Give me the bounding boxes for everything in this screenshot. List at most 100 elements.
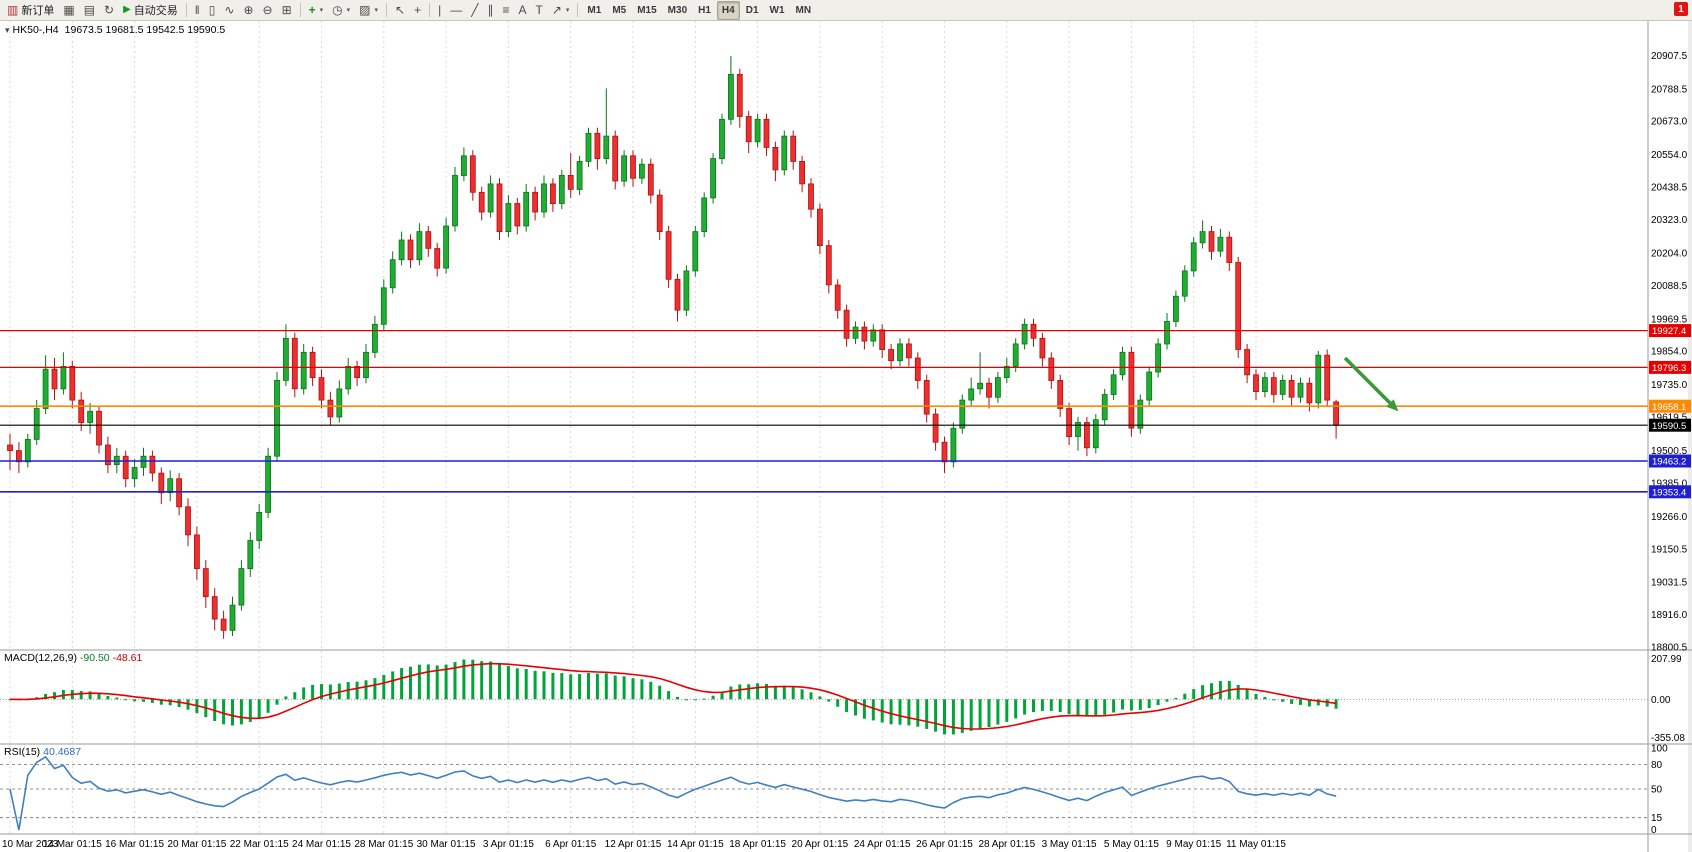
autotrading-label: 自动交易 — [133, 5, 178, 17]
toolbar-separator — [429, 3, 431, 17]
indicators-button[interactable]: + ▾ — [305, 1, 328, 20]
macd-axis-min: -355.08 — [1651, 733, 1685, 744]
zoom-in-button[interactable]: ⊕ — [239, 1, 257, 20]
arrows-tool-button[interactable]: ↗ ▾ — [548, 1, 574, 20]
vertical-line-tool-button[interactable]: | — [434, 1, 445, 20]
vertical-line-icon: | — [438, 3, 442, 17]
ohlc-text: 19673.5 19681.5 19542.5 19590.5 — [64, 24, 226, 36]
svg-text:19927.4: 19927.4 — [1652, 326, 1686, 337]
timeframe-button-m30[interactable]: M30 — [667, 4, 688, 16]
time-axis-label: 14 Mar 01:15 — [43, 839, 102, 850]
chevron-down-icon: ▾ — [565, 7, 570, 14]
text-icon: A — [518, 3, 527, 17]
rsi-plot[interactable] — [0, 755, 1648, 831]
toolbar-separator — [185, 3, 187, 17]
svg-text:19590.5: 19590.5 — [1652, 421, 1686, 432]
price-badge: 19590.5 — [1649, 418, 1691, 432]
timeframe-button-mn[interactable]: MN — [795, 4, 812, 16]
autotrading-button[interactable]: ▶ 自动交易 — [119, 1, 182, 20]
refresh-icon: ↻ — [104, 3, 115, 17]
notification-badge[interactable]: 1 — [1674, 2, 1688, 16]
macd-plot[interactable] — [0, 659, 1648, 735]
time-axis-label: 9 May 01:15 — [1166, 839, 1221, 850]
price-tick-label: 20554.0 — [1651, 150, 1688, 161]
window-scrollbar[interactable] — [1688, 21, 1692, 852]
horizontal-line-tool-button[interactable]: — — [446, 1, 466, 20]
macd-axis-zero: 0.00 — [1651, 695, 1671, 706]
toolbar-separator — [386, 3, 388, 17]
timeframe-button-h1[interactable]: H1 — [698, 4, 711, 16]
chart-canvas[interactable]: 20907.5 20788.5 20673.0 20554.0 20438.5 20323… — [0, 21, 1692, 852]
price-badge: 19353.4 — [1649, 485, 1691, 498]
timeframe-button-m5[interactable]: M5 — [612, 4, 627, 16]
new-order-button[interactable]: ▥ 新订单 — [3, 1, 58, 20]
timeframe-button-m15[interactable]: M15 — [637, 4, 657, 16]
svg-text:19796.3: 19796.3 — [1652, 363, 1686, 374]
price-tick-label: 18800.5 — [1651, 643, 1688, 654]
timeframe-button-d1[interactable]: D1 — [745, 4, 759, 16]
macd-main-value: -90.50 — [79, 652, 110, 664]
price-tick-label: 19266.0 — [1651, 512, 1688, 523]
price-tick-label: 19619.5 — [1651, 413, 1688, 424]
tile-windows-button[interactable]: ⊞ — [278, 1, 296, 20]
time-axis-label: 3 Apr 01:15 — [483, 839, 535, 850]
macd-indicator-label: MACD(12,26,9) -90.50 -48.61 — [4, 652, 142, 664]
price-axis-column[interactable] — [1648, 21, 1692, 852]
line-chart-icon: ∿ — [224, 3, 235, 17]
oneclick-collapse-icon[interactable]: ▾ — [5, 25, 10, 35]
timeframe-button-m1[interactable]: M1 — [587, 4, 602, 16]
zoom-out-button[interactable]: ⊖ — [259, 1, 277, 20]
charts-layout-button[interactable]: ▦ — [59, 1, 78, 20]
channel-tool-button[interactable]: ∥ — [483, 1, 497, 20]
arrow-annotation[interactable] — [1343, 356, 1399, 412]
label-tool-button[interactable]: T — [531, 1, 546, 20]
crosshair-button[interactable]: + — [410, 1, 425, 20]
chevron-down-icon: ▾ — [374, 7, 379, 14]
profiles-button[interactable]: ▤ — [80, 1, 99, 20]
candlestick-icon: ▯ — [208, 3, 216, 17]
chart-symbol-label: ▾ HK50-,H4 19673.5 19681.5 19542.5 19590.5 — [5, 24, 225, 36]
time-axis-label: 24 Apr 01:15 — [854, 839, 911, 850]
timeframe-button-h4[interactable]: H4 — [716, 0, 740, 20]
periods-clock-icon: ◷ — [332, 3, 343, 17]
chart-window[interactable]: 20907.5 20788.5 20673.0 20554.0 20438.5 20323… — [0, 21, 1692, 852]
price-tick-label: 20204.0 — [1651, 248, 1688, 259]
time-axis-label: 30 Mar 01:15 — [417, 839, 476, 850]
macd-signal-value: -48.61 — [112, 652, 143, 664]
price-tick-label: 20788.5 — [1651, 84, 1688, 95]
fibonacci-icon: ≡ — [502, 3, 510, 17]
rsi-axis-label: 100 — [1651, 744, 1668, 755]
chevron-down-icon: ▾ — [319, 7, 324, 14]
time-axis-label: 20 Apr 01:15 — [792, 839, 849, 850]
indicators-icon: + — [308, 3, 316, 17]
time-axis-label: 5 May 01:15 — [1104, 839, 1159, 850]
horizontal-line-icon: — — [450, 3, 463, 17]
charts-layout-icon: ▦ — [63, 3, 75, 17]
price-tick-label: 18916.0 — [1651, 610, 1688, 621]
candlestick-mode-button[interactable]: ▯ — [205, 1, 220, 20]
line-chart-mode-button[interactable]: ∿ — [220, 1, 238, 20]
trendline-tool-button[interactable]: ╱ — [467, 1, 482, 20]
zoom-in-icon: ⊕ — [243, 3, 254, 17]
new-order-icon: ▥ — [7, 3, 19, 17]
refresh-button[interactable]: ↻ — [100, 1, 118, 20]
crosshair-icon: + — [414, 3, 422, 17]
periods-button[interactable]: ◷ ▾ — [328, 1, 354, 20]
cursor-button[interactable]: ↖ — [391, 1, 409, 20]
fibonacci-tool-button[interactable]: ≡ — [498, 1, 513, 20]
bar-chart-mode-button[interactable]: ‖ — [191, 1, 204, 20]
templates-icon: ▨ — [359, 3, 371, 17]
price-tick-label: 20088.5 — [1651, 281, 1688, 292]
arrows-icon: ↗ — [551, 3, 562, 17]
candles[interactable] — [7, 56, 1339, 639]
timeframe-button-w1[interactable]: W1 — [769, 4, 785, 16]
time-axis-label: 14 Apr 01:15 — [667, 839, 724, 850]
templates-button[interactable]: ▨ ▾ — [355, 1, 382, 20]
time-axis-label: 28 Mar 01:15 — [354, 839, 413, 850]
time-axis-label: 11 May 01:15 — [1226, 839, 1286, 850]
svg-text:19463.2: 19463.2 — [1652, 457, 1686, 468]
text-tool-button[interactable]: A — [514, 1, 530, 20]
equidistant-channel-icon: ∥ — [487, 3, 494, 17]
price-tick-label: 19735.0 — [1651, 380, 1688, 391]
toolbar: ▥ 新订单 ▦ ▤ ↻ ▶ 自动交易 ‖ ▯ ∿ ⊕ ⊖ ⊞ + ▾ ◷ ▾ ▨ ▾ … — [0, 0, 1692, 21]
